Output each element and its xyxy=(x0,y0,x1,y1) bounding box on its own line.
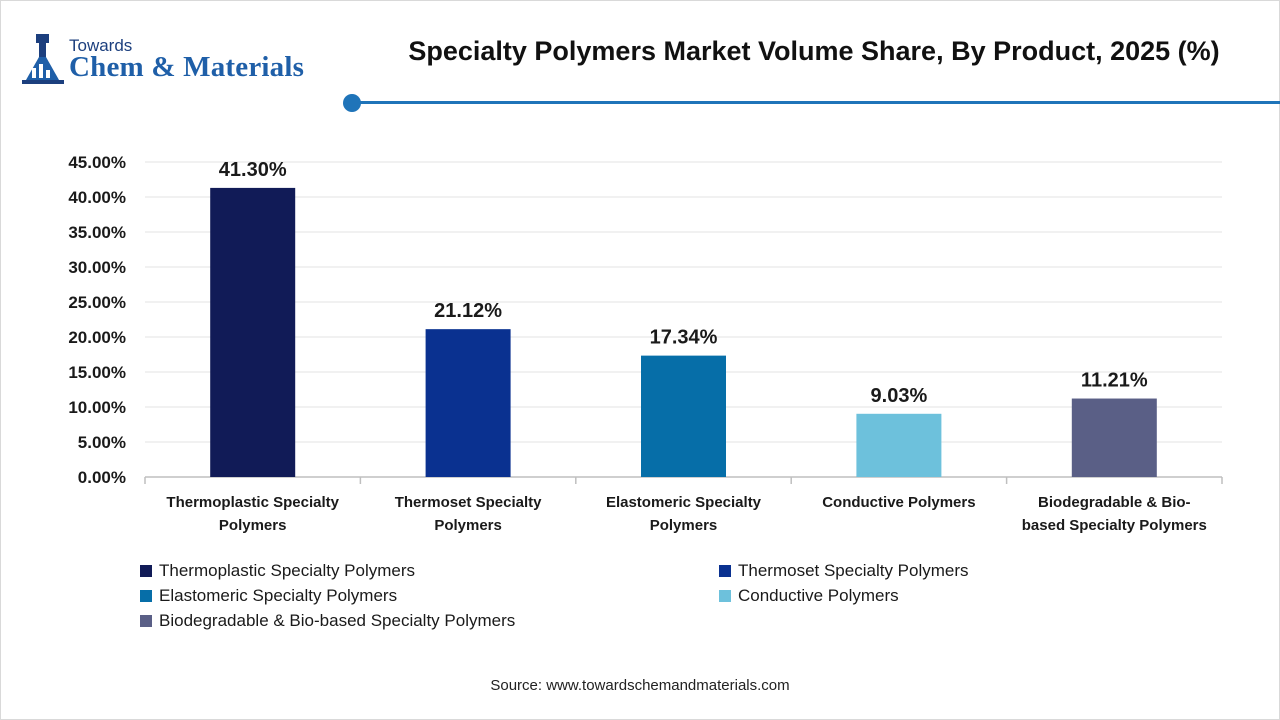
x-tick-label-line: based Specialty Polymers xyxy=(1022,517,1207,534)
legend-item[interactable]: Thermoset Specialty Polymers xyxy=(719,560,969,582)
legend-item[interactable]: Elastomeric Specialty Polymers xyxy=(140,585,397,607)
data-label: 17.34% xyxy=(650,327,718,349)
title-underline xyxy=(355,101,1280,104)
bar-chart: 0.00% 5.00% 10.00% 15.00% 20.00% 25.00% 30.00%… xyxy=(68,153,1223,534)
y-tick-label: 35.00% xyxy=(68,223,126,242)
legend-item[interactable]: Biodegradable & Bio-based Specialty Poly… xyxy=(140,610,515,632)
x-tick-label-line: Thermoset Specialty xyxy=(395,494,542,511)
legend-swatch xyxy=(719,565,731,577)
x-tick-label-line: Polymers xyxy=(650,517,718,534)
bar[interactable] xyxy=(1071,398,1157,477)
legend-label: Thermoplastic Specialty Polymers xyxy=(159,561,416,580)
x-tick-label-line: Conductive Polymers xyxy=(822,494,975,511)
legend-label: Elastomeric Specialty Polymers xyxy=(159,586,398,605)
y-tick-label: 15.00% xyxy=(68,363,126,382)
x-tick-label-line: Polymers xyxy=(434,517,502,534)
legend-item[interactable]: Thermoplastic Specialty Polymers xyxy=(140,560,415,582)
legend-item[interactable]: Conductive Polymers xyxy=(719,585,899,607)
data-label: 9.03% xyxy=(871,385,928,407)
x-tick-label-line: Biodegradable & Bio- xyxy=(1038,494,1191,511)
y-tick-label: 5.00% xyxy=(78,433,126,452)
legend-swatch xyxy=(140,615,152,627)
y-tick-label: 40.00% xyxy=(68,188,126,207)
data-label: 11.21% xyxy=(1081,370,1148,392)
logo-text-main: Chem & Materials xyxy=(69,51,305,83)
bar[interactable] xyxy=(210,187,296,477)
x-tick-label: Thermoset Specialty Polymers xyxy=(395,494,542,534)
bar[interactable] xyxy=(856,413,942,477)
x-tick-label-line: Polymers xyxy=(219,517,287,534)
legend-label: Thermoset Specialty Polymers xyxy=(738,561,969,580)
legend-label: Conductive Polymers xyxy=(738,586,899,605)
bar[interactable] xyxy=(641,355,726,477)
x-tick-label: Thermoplastic Specialty Polymers xyxy=(166,494,339,534)
y-tick-label: 45.00% xyxy=(68,153,126,172)
logo-text-towards: Towards xyxy=(69,36,133,55)
y-tick-label: 25.00% xyxy=(68,293,126,312)
chart-title: Specialty Polymers Market Volume Share, … xyxy=(408,36,1220,66)
bar[interactable] xyxy=(425,329,511,477)
y-tick-label: 30.00% xyxy=(68,258,126,277)
legend-swatch xyxy=(140,565,152,577)
x-tick-label-line: Thermoplastic Specialty xyxy=(166,494,339,511)
x-tick-label-line: Elastomeric Specialty xyxy=(606,494,762,511)
x-tick-label: Conductive Polymers xyxy=(822,494,975,511)
data-label: 41.30% xyxy=(219,159,287,181)
flask-logo-icon xyxy=(22,34,64,84)
chart-legend: Thermoplastic Specialty Polymers Thermose… xyxy=(140,560,1140,640)
title-underline-dot xyxy=(343,94,361,112)
legend-label: Biodegradable & Bio-based Specialty Poly… xyxy=(159,611,516,630)
x-tick-label: Biodegradable & Bio-based Specialty Poly… xyxy=(1022,494,1207,534)
data-label: 21.12% xyxy=(434,300,502,322)
legend-swatch xyxy=(140,590,152,602)
brand-logo: Towards Chem & Materials xyxy=(22,32,342,86)
y-tick-label: 10.00% xyxy=(68,398,126,417)
x-tick-label: Elastomeric Specialty Polymers xyxy=(606,494,762,534)
legend-swatch xyxy=(719,590,731,602)
source-note: Source: www.towardschemandmaterials.com xyxy=(490,677,790,694)
y-tick-label: 20.00% xyxy=(68,328,126,347)
y-tick-label: 0.00% xyxy=(78,468,126,487)
